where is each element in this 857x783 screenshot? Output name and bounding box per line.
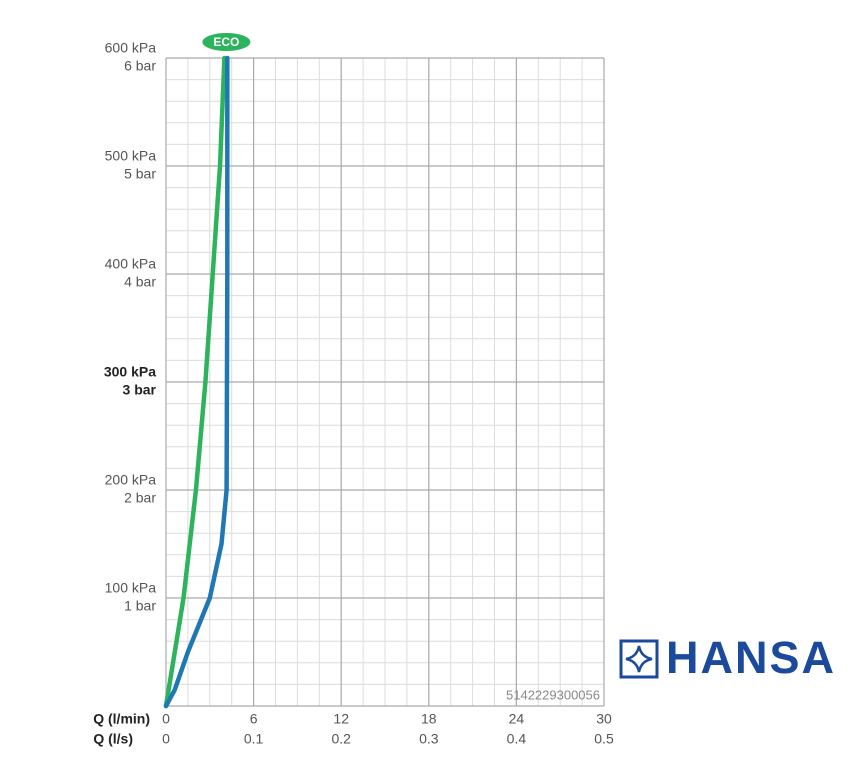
x-tick-label: 0 — [162, 711, 170, 727]
x2-tick-label: 0.4 — [507, 731, 527, 747]
x-axis-label: Q (l/min) — [93, 711, 150, 727]
x2-tick-label: 0 — [162, 731, 170, 747]
y2-tick-label: 3 bar — [123, 382, 157, 398]
logo-frame — [619, 639, 659, 679]
y-tick-label: 200 kPa — [105, 472, 157, 488]
product-code: 5142229300056 — [506, 687, 600, 702]
brand-name: HANSA — [666, 632, 836, 683]
x2-tick-label: 0.2 — [331, 731, 351, 747]
y-tick-label: 600 kPa — [105, 40, 157, 56]
x2-axis-label: Q (l/s) — [93, 731, 133, 747]
lines: ECO — [163, 33, 251, 709]
flow-line — [163, 55, 227, 709]
legend-badge — [202, 33, 251, 51]
y-tick-label: 100 kPa — [105, 580, 157, 596]
x2-tick-label: 0.1 — [244, 731, 264, 747]
y2-tick-label: 4 bar — [124, 274, 156, 290]
x-tick-label: 24 — [509, 711, 525, 727]
y2-tick-label: 5 bar — [124, 166, 156, 182]
x2-tick-label: 0.5 — [594, 731, 614, 747]
y-tick-label: 400 kPa — [105, 256, 157, 272]
y2-tick-label: 1 bar — [124, 598, 156, 614]
x2-tick-label: 0.3 — [419, 731, 439, 747]
y-tick-label: 500 kPa — [105, 148, 157, 164]
legend-label: ECO — [213, 35, 239, 49]
x-tick-label: 12 — [333, 711, 349, 727]
x-tick-label: 18 — [421, 711, 437, 727]
logo-star — [625, 645, 653, 673]
x-tick-label: 6 — [250, 711, 258, 727]
y2-tick-label: 2 bar — [124, 490, 156, 506]
brand-logo: HANSA — [619, 632, 836, 683]
flow-line — [163, 55, 230, 709]
grid — [165, 57, 605, 707]
y-tick-label: 300 kPa — [104, 364, 156, 380]
x-tick-label: 30 — [596, 711, 612, 727]
y2-tick-label: 6 bar — [124, 58, 156, 74]
